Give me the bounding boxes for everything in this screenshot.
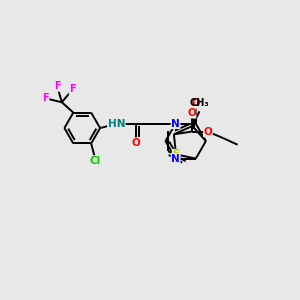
- Text: O: O: [132, 138, 141, 148]
- Text: F: F: [42, 93, 49, 103]
- Text: CH₃: CH₃: [190, 98, 209, 108]
- Text: O: O: [191, 98, 200, 108]
- Text: N: N: [171, 154, 180, 164]
- Text: N: N: [171, 118, 180, 129]
- Text: F: F: [54, 81, 61, 91]
- Text: O: O: [187, 108, 196, 118]
- Text: Cl: Cl: [89, 156, 100, 166]
- Text: HN: HN: [108, 118, 125, 129]
- Text: O: O: [203, 127, 212, 136]
- Text: F: F: [69, 84, 76, 94]
- Text: S: S: [172, 149, 180, 159]
